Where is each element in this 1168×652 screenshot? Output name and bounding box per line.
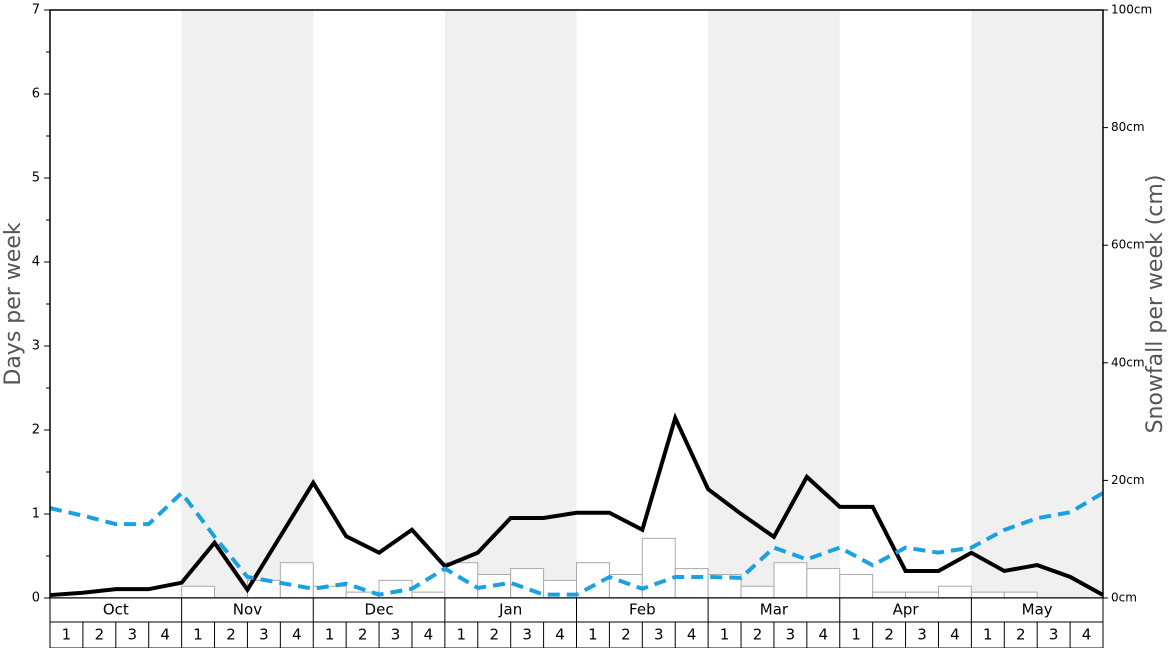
month-label: Nov bbox=[233, 601, 262, 619]
bar bbox=[411, 591, 446, 599]
y2-tick-label: 40cm bbox=[1111, 355, 1145, 369]
y-tick-label: 0 bbox=[32, 591, 40, 606]
month-band bbox=[708, 10, 840, 598]
bar bbox=[181, 585, 216, 599]
line bbox=[49, 490, 1105, 597]
bar bbox=[773, 562, 808, 599]
month-band bbox=[181, 10, 314, 598]
week-label: 2 bbox=[358, 626, 368, 644]
week-label: 1 bbox=[851, 626, 861, 644]
month-band bbox=[971, 10, 1103, 598]
week-label: 4 bbox=[1082, 626, 1092, 644]
month-label: Feb bbox=[629, 601, 656, 619]
bar bbox=[839, 573, 874, 599]
bar bbox=[378, 579, 413, 599]
week-label: 3 bbox=[391, 626, 401, 644]
y-tick-label: 7 bbox=[32, 3, 40, 18]
week-label: 4 bbox=[424, 626, 434, 644]
week-label: 3 bbox=[917, 626, 927, 644]
week-label: 2 bbox=[489, 626, 499, 644]
week-label: 1 bbox=[457, 626, 467, 644]
week-label: 2 bbox=[95, 626, 105, 644]
y-tick-label: 6 bbox=[32, 87, 40, 102]
y-tick-label: 3 bbox=[32, 339, 40, 354]
line bbox=[49, 412, 1104, 598]
week-label: 2 bbox=[621, 626, 631, 644]
y2-tick-label: 60cm bbox=[1111, 238, 1145, 252]
bar bbox=[740, 585, 775, 599]
month-band bbox=[444, 10, 577, 598]
week-label: 3 bbox=[1049, 626, 1059, 644]
week-label: 1 bbox=[588, 626, 598, 644]
y2-tick-label: 20cm bbox=[1111, 473, 1145, 487]
month-label: Mar bbox=[760, 601, 789, 619]
y2-tick-label: 100cm bbox=[1111, 3, 1152, 17]
week-label: 4 bbox=[819, 626, 829, 644]
y-tick-label: 5 bbox=[32, 171, 40, 186]
bar bbox=[905, 591, 939, 599]
y-tick-label: 1 bbox=[32, 507, 40, 522]
month-label: Jan bbox=[498, 601, 522, 619]
bar bbox=[279, 562, 314, 599]
week-label: 4 bbox=[687, 626, 697, 644]
week-label: 2 bbox=[226, 626, 236, 644]
y-axis-title: Days per week bbox=[1, 222, 26, 385]
week-label: 2 bbox=[1016, 626, 1026, 644]
week-label: 4 bbox=[950, 626, 960, 644]
bar bbox=[872, 591, 907, 599]
bar bbox=[806, 568, 841, 599]
week-label: 1 bbox=[983, 626, 993, 644]
week-label: 3 bbox=[786, 626, 796, 644]
week-label: 2 bbox=[753, 626, 763, 644]
y2-tick-label: 80cm bbox=[1111, 120, 1145, 134]
bar bbox=[970, 591, 1005, 599]
week-label: 4 bbox=[555, 626, 565, 644]
week-label: 3 bbox=[522, 626, 532, 644]
month-label: May bbox=[1022, 601, 1053, 619]
y2-axis-title: Snowfall per week (cm) bbox=[1143, 175, 1168, 434]
month-label: Apr bbox=[893, 601, 920, 619]
bar bbox=[937, 585, 972, 599]
week-label: 2 bbox=[884, 626, 894, 644]
week-label: 4 bbox=[292, 626, 302, 644]
month-label: Dec bbox=[365, 601, 394, 619]
bar bbox=[674, 568, 709, 599]
bar bbox=[1003, 591, 1038, 599]
week-label: 1 bbox=[325, 626, 335, 644]
week-label: 3 bbox=[654, 626, 664, 644]
y-tick-label: 4 bbox=[32, 255, 40, 270]
month-label: Oct bbox=[103, 601, 129, 619]
week-label: 1 bbox=[62, 626, 72, 644]
y-tick-label: 2 bbox=[32, 423, 40, 438]
week-label: 1 bbox=[193, 626, 203, 644]
week-label: 4 bbox=[160, 626, 170, 644]
y2-tick-label: 0cm bbox=[1111, 591, 1137, 605]
week-label: 3 bbox=[259, 626, 269, 644]
week-label: 3 bbox=[127, 626, 137, 644]
week-label: 1 bbox=[720, 626, 730, 644]
